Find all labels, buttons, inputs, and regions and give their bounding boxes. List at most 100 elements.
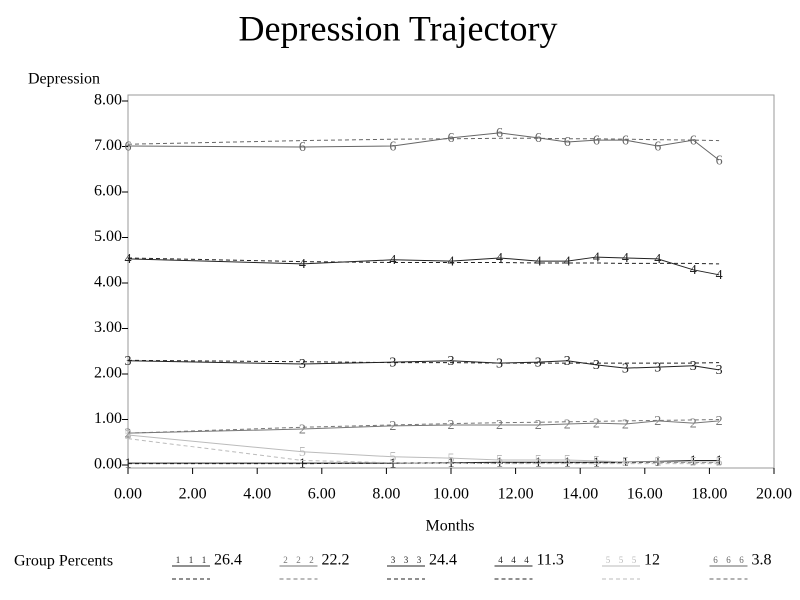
legend-marker: 5 (632, 555, 637, 565)
x-tick-label: 10.00 (433, 486, 469, 503)
observed-line (127, 434, 720, 463)
point-marker: 6 (690, 133, 697, 148)
observed-line (128, 459, 720, 464)
point-marker: 5 (125, 428, 132, 443)
legend-title: Group Percents (14, 553, 113, 570)
point-marker: 6 (299, 140, 306, 155)
point-marker: 2 (448, 418, 455, 433)
x-tick-label: 12.00 (498, 486, 534, 503)
point-marker: 2 (389, 419, 396, 434)
point-marker: 1 (716, 454, 723, 469)
y-tick-label: 3.00 (94, 319, 122, 336)
legend-percent: 22.2 (322, 552, 350, 569)
point-marker: 4 (690, 263, 697, 278)
plot-frame (127, 94, 775, 469)
point-marker: 6 (496, 126, 503, 141)
predicted-line (127, 257, 720, 265)
legend-marker: 2 (309, 555, 314, 565)
x-tick-label: 14.00 (562, 486, 598, 503)
point-marker: 4 (299, 257, 306, 272)
point-marker: 1 (125, 456, 132, 471)
point-marker: 6 (389, 139, 396, 154)
point-marker: 3 (389, 355, 396, 370)
point-marker: 3 (593, 358, 600, 373)
x-tick-label: 8.00 (372, 486, 400, 503)
point-marker: 5 (622, 455, 629, 470)
x-tick-label: 2.00 (179, 486, 207, 503)
point-marker: 5 (496, 453, 503, 468)
legend-marker: 3 (404, 555, 409, 565)
point-marker: 6 (448, 131, 455, 146)
point-marker: 5 (448, 451, 455, 466)
legend-marker: 1 (202, 555, 207, 565)
point-marker: 3 (125, 354, 132, 369)
legend-percent: 12 (644, 552, 660, 569)
chart-title: Depression Trajectory (239, 8, 558, 48)
point-marker: 4 (125, 252, 132, 267)
x-axis-label: Months (426, 518, 475, 535)
y-tick-label: 5.00 (94, 228, 122, 245)
point-marker: 5 (593, 454, 600, 469)
observed-line (127, 132, 720, 161)
point-marker: 3 (622, 361, 629, 376)
point-marker: 3 (299, 357, 306, 372)
point-marker: 4 (654, 252, 661, 267)
point-marker: 5 (299, 445, 306, 460)
legend-marker: 5 (619, 555, 624, 565)
legend-marker: 2 (283, 555, 288, 565)
point-marker: 2 (535, 418, 542, 433)
point-marker: 3 (654, 360, 661, 375)
x-tick-label: 16.00 (627, 486, 663, 503)
point-marker: 4 (593, 250, 600, 265)
point-marker: 3 (448, 354, 455, 369)
observed-line (127, 420, 720, 434)
point-marker: 5 (690, 455, 697, 470)
legend-marker: 4 (498, 555, 503, 565)
point-marker: 2 (716, 414, 723, 429)
point-marker: 6 (716, 153, 723, 168)
x-tick-label: 18.00 (691, 486, 727, 503)
legend-marker: 6 (713, 555, 718, 565)
observed-line (127, 256, 720, 276)
legend-marker: 1 (176, 555, 181, 565)
legend-percent: 26.4 (214, 552, 242, 569)
point-marker: 5 (716, 455, 723, 470)
point-marker: 2 (564, 417, 571, 432)
point-marker: 3 (716, 363, 723, 378)
point-marker: 1 (690, 454, 697, 469)
legend-percent: 24.4 (429, 552, 457, 569)
point-marker: 5 (389, 450, 396, 465)
predicted-line (127, 359, 720, 364)
point-marker: 4 (496, 251, 503, 266)
point-marker: 1 (299, 456, 306, 471)
point-marker: 4 (448, 254, 455, 269)
point-marker: 1 (564, 455, 571, 470)
point-marker: 6 (593, 133, 600, 148)
y-axis-label: Depression (28, 71, 100, 88)
x-tick-label: 20.00 (756, 486, 792, 503)
point-marker: 6 (564, 135, 571, 150)
point-marker: 2 (622, 417, 629, 432)
point-marker: 4 (716, 268, 723, 283)
legend-percent: 3.8 (752, 552, 772, 569)
legend-marker: 6 (726, 555, 731, 565)
legend-percent: 11.3 (537, 552, 564, 569)
point-marker: 2 (299, 422, 306, 437)
point-marker: 4 (389, 253, 396, 268)
point-marker: 1 (622, 455, 629, 470)
legend-marker: 4 (511, 555, 516, 565)
predicted-line (127, 438, 720, 465)
point-marker: 6 (535, 131, 542, 146)
legend-marker: 3 (417, 555, 422, 565)
x-tick-label: 4.00 (243, 486, 271, 503)
point-marker: 3 (690, 359, 697, 374)
y-tick-label: 8.00 (94, 92, 122, 109)
observed-line (127, 360, 720, 371)
legend-marker: 1 (189, 555, 194, 565)
point-marker: 5 (654, 455, 661, 470)
legend-marker: 5 (606, 555, 611, 565)
y-tick-label: 7.00 (94, 137, 122, 154)
point-marker: 6 (654, 139, 661, 154)
point-marker: 3 (564, 354, 571, 369)
point-marker: 1 (535, 455, 542, 470)
